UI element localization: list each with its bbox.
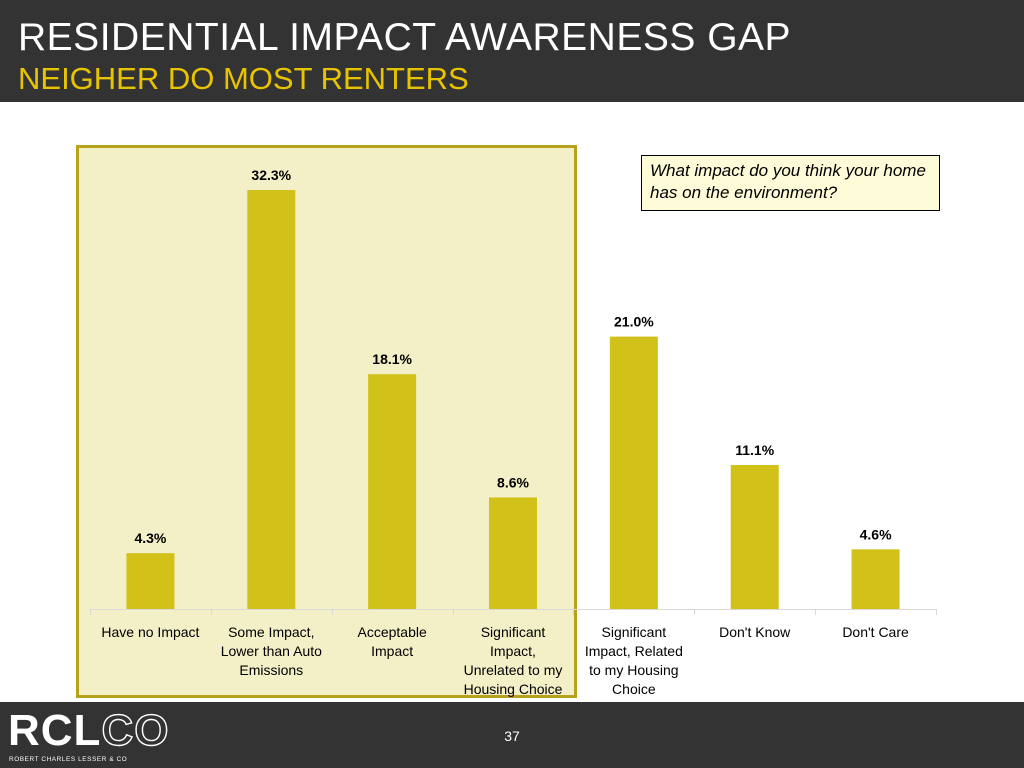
slide-footer: RCLCO ROBERT CHARLES LESSER & CO 37 <box>0 702 1024 768</box>
bar <box>730 465 779 609</box>
bar <box>609 336 658 609</box>
bar-value-label: 21.0% <box>614 314 654 330</box>
page-number: 37 <box>504 728 520 744</box>
question-callout: What impact do you think your home has o… <box>641 155 940 211</box>
category-label-line: Significant <box>601 624 667 640</box>
category-label: Acceptable Impact <box>333 623 451 661</box>
slide-header: RESIDENTIAL IMPACT AWARENESS GAP NEIGHER… <box>0 0 1024 102</box>
bar-value-label: 4.6% <box>860 526 892 542</box>
bar <box>489 497 537 609</box>
bar-value-label: 11.1% <box>735 442 774 458</box>
category-label-line: Some Impact, <box>228 624 315 640</box>
category-label-line: Lower than Auto <box>220 643 322 659</box>
bar-value-label: 8.6% <box>497 474 529 490</box>
category-label-line: Don't Know <box>719 624 791 640</box>
category-label: Have no Impact <box>91 623 209 642</box>
category-label: Significant Impact, Related to my Housing C… <box>575 623 693 699</box>
bar <box>368 374 417 609</box>
category-label-line: Emissions <box>239 662 304 678</box>
category-label-line: Significant <box>480 624 546 640</box>
category-label-line: to my Housing <box>589 662 679 678</box>
slide-subtitle: NEIGHER DO MOST RENTERS <box>18 61 469 96</box>
category-label-line: Housing Choice <box>463 681 563 697</box>
logo-tagline: ROBERT CHARLES LESSER & CO <box>9 756 128 763</box>
bar <box>851 549 900 609</box>
category-label-line: Don't Care <box>842 624 909 640</box>
bar-value-label: 18.1% <box>372 351 412 367</box>
category-label: Don't Know <box>696 623 814 642</box>
logo-text-main: RCL <box>8 706 102 755</box>
logo-text-accent: CO <box>101 706 170 755</box>
category-label-line: Acceptable <box>357 624 427 640</box>
slide-title: RESIDENTIAL IMPACT AWARENESS GAP <box>18 16 792 59</box>
category-label-line: Impact, <box>490 643 536 659</box>
bar <box>247 190 296 609</box>
bar <box>126 553 175 609</box>
bar-value-label: 32.3% <box>251 167 291 183</box>
bar-value-label: 4.3% <box>134 530 166 546</box>
category-label-line: Impact <box>371 643 414 659</box>
category-label: Significant Impact, Unrelated to my Housing… <box>454 623 572 699</box>
logo-mark: RCLCO <box>8 706 170 755</box>
category-label-line: Impact, Related <box>584 643 683 659</box>
category-label: Some Impact, Lower than Auto Emissions <box>212 623 330 680</box>
category-label-line: Choice <box>612 681 656 697</box>
category-label-line: Have no Impact <box>101 624 200 640</box>
rclco-logo: RCLCO ROBERT CHARLES LESSER & CO <box>8 708 169 765</box>
category-label-line: Unrelated to my <box>463 662 563 678</box>
category-label: Don't Care <box>817 623 935 642</box>
